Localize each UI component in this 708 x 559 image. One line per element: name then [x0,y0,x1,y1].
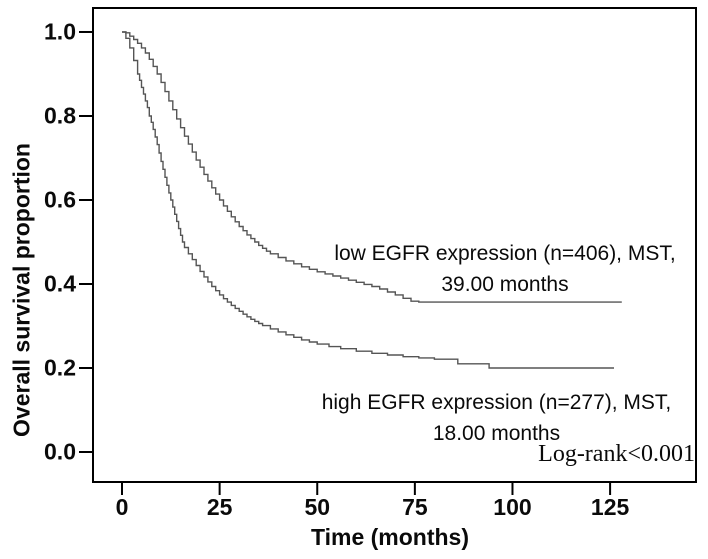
high-egfr-annotation: high EGFR expression (n=277), MST, 18.00… [290,387,703,449]
low-egfr-annotation-line2: 39.00 months [441,273,569,296]
y-tick-label: 0.6 [44,186,76,213]
low-egfr-annotation: low EGFR expression (n=406), MST, 39.00 … [305,238,705,300]
x-tick-label: 25 [206,494,233,520]
y-axis-title: Overall survival proportion [8,143,35,437]
x-tick-label: 100 [493,494,532,520]
high-egfr-annotation-line2: 18.00 months [432,422,561,445]
x-tick-label: 50 [304,494,331,520]
y-tick-label: 0.8 [44,102,76,129]
plot-border [92,7,697,483]
x-tick-label: 125 [590,494,630,520]
x-tick-label: 0 [115,494,129,520]
y-tick-label: 0.4 [44,270,76,297]
y-tick-label: 0.2 [44,354,76,381]
high-egfr-curve [122,31,614,369]
y-tick-label: 0.0 [44,438,76,465]
x-tick-label: 75 [402,494,428,520]
x-axis-title: Time (months) [310,524,470,550]
high-egfr-annotation-line1: high EGFR expression (n=277), MST, [321,391,672,414]
axis-ticks [79,30,612,495]
low-egfr-annotation-line1: low EGFR expression (n=406), MST, [334,242,676,265]
low-egfr-curve [122,31,622,303]
y-tick-label: 1.0 [44,18,76,45]
logrank-annotation: Log-rank<0.001 [538,441,695,467]
